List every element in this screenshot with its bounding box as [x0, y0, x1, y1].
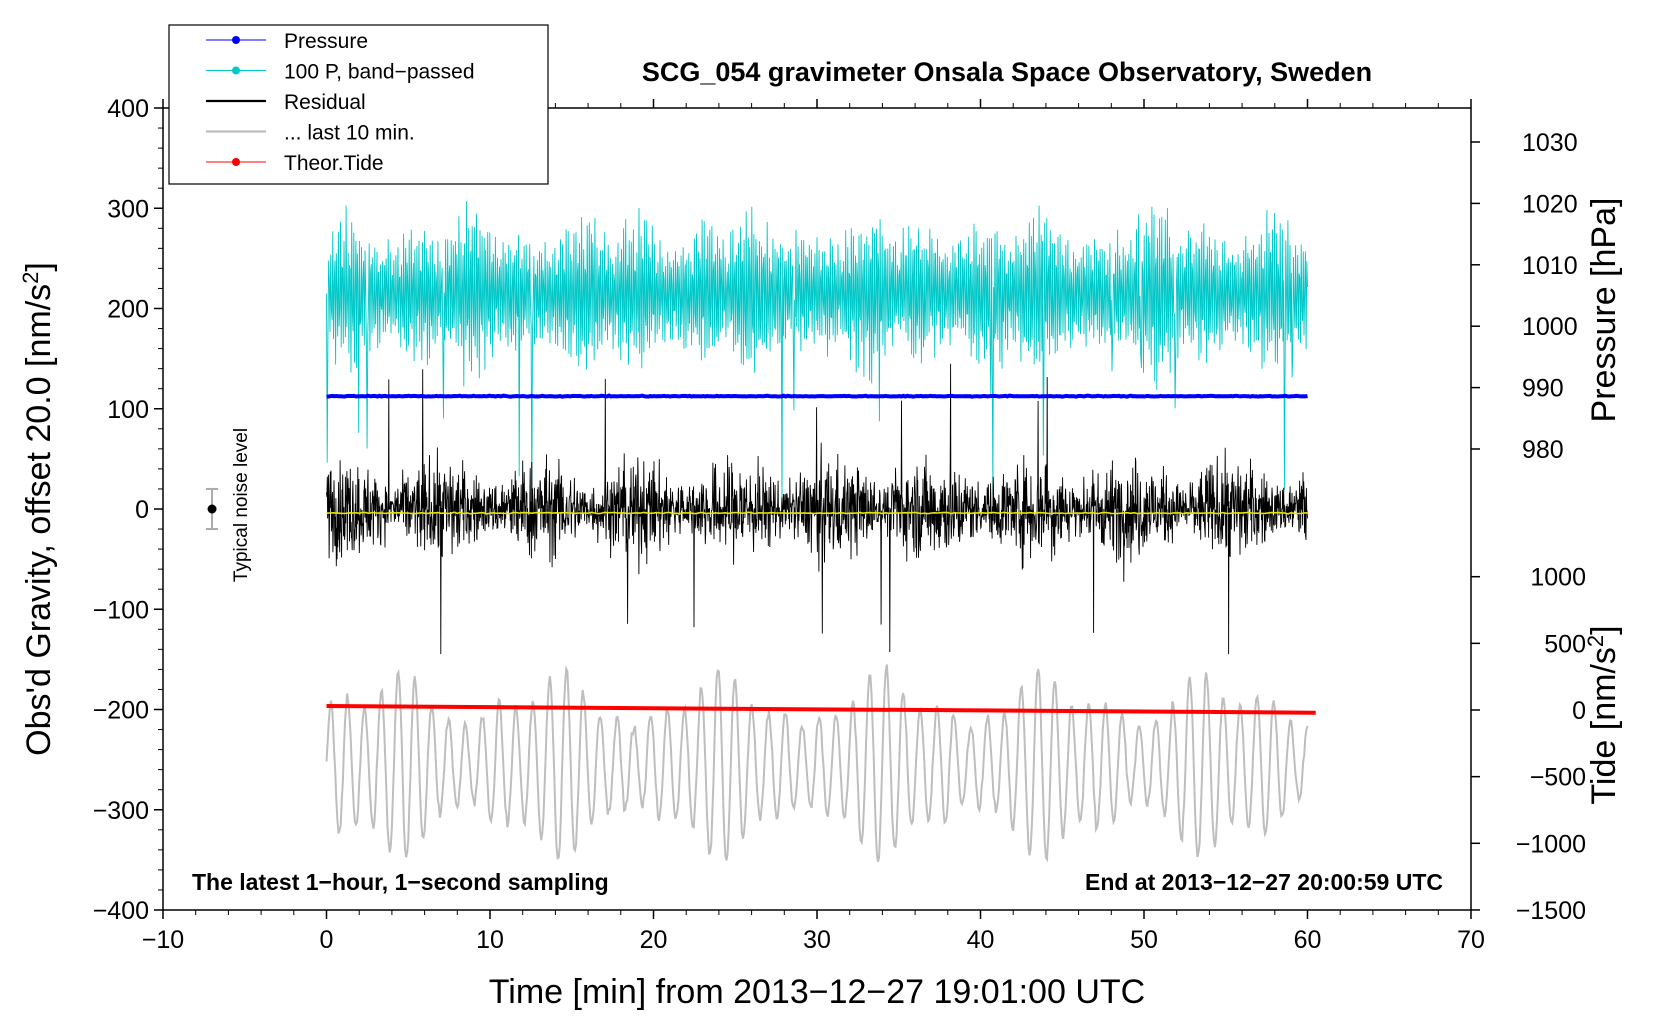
x-tick-label: 60 — [1294, 926, 1322, 954]
y-axis-title-left-sup: 2 — [18, 272, 43, 284]
end-time-annotation: End at 2013−12−27 20:00:59 UTC — [1085, 869, 1443, 895]
x-tick-label: 50 — [1130, 926, 1158, 954]
y-axis-title-tide-sup: 2 — [1583, 635, 1608, 647]
noise-indicator — [206, 487, 219, 531]
y-axis-title-left: Obs'd Gravity, offset 20.0 [nm/s2] — [18, 262, 59, 756]
y-tick-label: 300 — [107, 195, 149, 223]
sampling-annotation: The latest 1−hour, 1−second sampling — [192, 869, 609, 895]
pressure-tick-label: 1010 — [1522, 252, 1578, 280]
x-tick-label: 30 — [803, 926, 831, 954]
y-tick-label: −300 — [93, 797, 149, 825]
y-axis-title-left-end: ] — [20, 262, 58, 271]
series-pressure — [326, 393, 1308, 399]
y-tick-label: −100 — [93, 596, 149, 624]
y-tick-label: −200 — [93, 697, 149, 725]
chart-title: SCG_054 gravimeter Onsala Space Observat… — [642, 57, 1372, 87]
y-axis-title-pressure: Pressure [hPa] — [1585, 198, 1623, 423]
tide-tick-label: −500 — [1530, 764, 1586, 792]
tide-tick-label: 0 — [1572, 697, 1586, 725]
tide-tick-label: 500 — [1544, 630, 1586, 658]
series-last-10-min — [325, 664, 1309, 863]
tide-tick-label: 1000 — [1530, 564, 1586, 592]
legend-box — [168, 24, 549, 185]
x-tick-label: 40 — [967, 926, 995, 954]
y-tick-label: −400 — [93, 897, 149, 925]
x-tick-label: 10 — [476, 926, 504, 954]
y-axis-title-tide-main: Tide [nm/s — [1585, 647, 1623, 804]
x-tick-label: −10 — [142, 926, 184, 954]
series-bandpassed-pressure — [326, 200, 1308, 509]
tide-tick-label: −1500 — [1516, 897, 1586, 925]
legend-label: 100 P, band−passed — [284, 61, 475, 84]
x-tick-label: 70 — [1457, 926, 1485, 954]
pressure-tick-label: 990 — [1522, 375, 1564, 403]
noise-label: Typical noise level — [231, 428, 252, 582]
legend-marker — [232, 66, 240, 75]
y-tick-label: 100 — [107, 396, 149, 424]
legend-label: Theor.Tide — [284, 152, 384, 175]
pressure-tick-label: 1000 — [1522, 313, 1578, 341]
x-tick-label: 0 — [320, 926, 334, 954]
x-tick-label: 20 — [640, 926, 668, 954]
ticks-layer: −10 0 10 20 30 40 50 60 704003002001000−100−200−… — [93, 95, 1586, 954]
tide-tick-label: −1000 — [1516, 830, 1586, 858]
series-layer — [325, 200, 1316, 863]
legend-label: Residual — [284, 91, 366, 114]
legend-marker — [232, 36, 240, 44]
pressure-tick-label: 980 — [1522, 436, 1564, 464]
series-mean — [326, 511, 1308, 515]
y-axis-title-left-main: Obs'd Gravity, offset 20.0 [nm/s — [20, 284, 58, 756]
legend: Pressure 100 P, band−passed Residual ... la… — [168, 24, 549, 185]
pressure-tick-label: 1030 — [1522, 129, 1578, 157]
y-axis-title-tide-end: ] — [1585, 625, 1623, 634]
legend-label: ... last 10 min. — [284, 122, 415, 145]
noise-point — [207, 504, 217, 514]
y-tick-label: 0 — [135, 496, 149, 524]
y-axis-title-tide: Tide [nm/s2] — [1583, 625, 1624, 804]
x-axis-title: Time [min] from 2013−12−27 19:01:00 UTC — [489, 973, 1145, 1011]
y-tick-label: 200 — [107, 296, 149, 324]
legend-marker — [232, 158, 240, 166]
pressure-tick-label: 1020 — [1522, 190, 1578, 218]
series-residual — [326, 363, 1308, 655]
legend-label: Pressure — [284, 30, 368, 53]
series-theoretical-tide — [326, 704, 1316, 715]
y-tick-label: 400 — [107, 95, 149, 123]
